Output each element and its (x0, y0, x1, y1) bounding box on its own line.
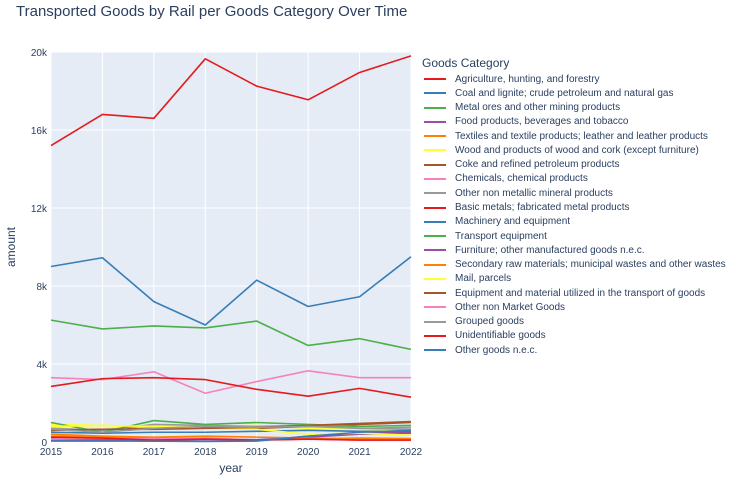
legend-label: Chemicals, chemical products (455, 173, 588, 185)
legend-item[interactable]: Grouped goods (418, 315, 734, 329)
x-tick-label: 2016 (91, 447, 114, 458)
y-tick-label: 16k (31, 126, 48, 137)
legend-swatch (424, 249, 446, 252)
x-tick-label: 2020 (297, 447, 320, 458)
x-tick-label: 2022 (400, 447, 423, 458)
legend-item[interactable]: Secondary raw materials; municipal waste… (418, 257, 734, 271)
series-line-20[interactable] (51, 429, 412, 443)
legend[interactable]: Goods Category Agriculture, hunting, and… (418, 54, 734, 357)
x-axis-label: year (219, 461, 242, 475)
legend-item[interactable]: Other goods n.e.c. (418, 343, 734, 357)
legend-swatch (424, 235, 446, 238)
legend-swatch (424, 306, 446, 309)
legend-swatch (424, 349, 446, 352)
y-tick-label: 8k (36, 282, 48, 293)
y-tick-label: 20k (31, 48, 48, 59)
y-tick-label: 12k (31, 204, 48, 215)
legend-item[interactable]: Chemicals, chemical products (418, 172, 734, 186)
legend-label: Other goods n.e.c. (455, 344, 538, 356)
legend-item[interactable]: Machinery and equipment (418, 215, 734, 229)
legend-label: Transport equipment (455, 230, 547, 242)
plot-area (51, 52, 411, 442)
legend-swatch (424, 149, 446, 152)
x-tick-label: 2018 (194, 447, 217, 458)
series-line-12[interactable] (50, 419, 412, 434)
legend-item[interactable]: Agriculture, hunting, and forestry (418, 72, 734, 86)
series-line-10[interactable] (50, 376, 412, 398)
legend-swatch (424, 78, 446, 81)
legend-item[interactable]: Basic metals; fabricated metal products (418, 200, 734, 214)
legend-label: Textiles and textile products; leather a… (455, 130, 708, 142)
legend-item[interactable]: Coke and refined petroleum products (418, 158, 734, 172)
legend-swatch (424, 177, 446, 180)
y-tick-label: 4k (36, 360, 48, 371)
legend-label: Grouped goods (455, 316, 524, 328)
series-lines (50, 55, 412, 443)
legend-swatch (424, 334, 446, 337)
legend-label: Machinery and equipment (455, 216, 571, 228)
legend-item[interactable]: Wood and products of wood and cork (exce… (418, 143, 734, 157)
legend-title: Goods Category (422, 56, 510, 70)
legend-label: Agriculture, hunting, and forestry (455, 73, 600, 85)
legend-label: Secondary raw materials; municipal waste… (455, 259, 726, 271)
legend-swatch (424, 263, 446, 266)
legend-swatch (424, 320, 446, 323)
legend-swatch (424, 277, 446, 280)
legend-label: Equipment and material utilized in the t… (455, 287, 706, 299)
legend-swatch (424, 192, 446, 195)
series-line-11[interactable] (50, 429, 411, 435)
legend-swatch (424, 135, 446, 138)
legend-item[interactable]: Textiles and textile products; leather a… (418, 129, 734, 143)
legend-swatch (424, 206, 446, 209)
chart-title: Transported Goods by Rail per Goods Cate… (16, 3, 408, 20)
x-tick-label: 2015 (40, 447, 63, 458)
legend-item[interactable]: Food products, beverages and tobacco (418, 115, 734, 129)
legend-label: Coke and refined petroleum products (455, 159, 620, 171)
legend-label: Coal and lignite; crude petroleum and na… (455, 87, 674, 99)
series-line-1[interactable] (50, 55, 412, 147)
series-line-18[interactable] (50, 425, 412, 434)
legend-items: Agriculture, hunting, and forestry Coal a… (418, 72, 734, 357)
legend-swatch (424, 220, 446, 223)
legend-label: Wood and products of wood and cork (exce… (455, 144, 699, 156)
legend-label: Unidentifiable goods (455, 330, 546, 342)
legend-item[interactable]: Coal and lignite; crude petroleum and na… (418, 86, 734, 100)
x-tick-label: 2017 (143, 447, 166, 458)
legend-item[interactable]: Transport equipment (418, 229, 734, 243)
x-tick-labels: 2015 2016 2017 2018 2019 2020 2021 2022 (40, 447, 423, 458)
legend-swatch (424, 92, 446, 95)
y-tick-labels: 0 4k 8k 12k 16k 20k (31, 48, 48, 449)
legend-swatch (424, 120, 446, 123)
legend-item[interactable]: Equipment and material utilized in the t… (418, 286, 734, 300)
y-axis-label: amount (4, 226, 18, 267)
legend-label: Mail, parcels (455, 273, 512, 285)
legend-item[interactable]: Other non metallic mineral products (418, 186, 734, 200)
series-line-2[interactable] (50, 256, 412, 326)
legend-item[interactable]: Other non Market Goods (418, 300, 734, 314)
legend-swatch (424, 292, 446, 295)
series-line-16[interactable] (50, 420, 412, 432)
series-line-14[interactable] (50, 433, 411, 440)
x-tick-label: 2019 (246, 447, 269, 458)
series-line-3[interactable] (50, 319, 412, 351)
legend-item[interactable]: Metal ores and other mining products (418, 101, 734, 115)
legend-label: Other non Market Goods (455, 301, 566, 313)
legend-item[interactable]: Furniture; other manufactured goods n.e.… (418, 243, 734, 257)
legend-item[interactable]: Unidentifiable goods (418, 329, 734, 343)
series-line-19[interactable] (50, 436, 411, 441)
legend-label: Food products, beverages and tobacco (455, 116, 629, 128)
legend-label: Metal ores and other mining products (455, 102, 621, 114)
legend-label: Furniture; other manufactured goods n.e.… (455, 244, 645, 256)
legend-swatch (424, 106, 446, 109)
x-tick-label: 2021 (348, 447, 371, 458)
legend-label: Basic metals; fabricated metal products (455, 202, 630, 214)
y-tick-label: 0 (41, 438, 47, 449)
legend-swatch (424, 163, 446, 166)
legend-item[interactable]: Mail, parcels (418, 272, 734, 286)
legend-label: Other non metallic mineral products (455, 187, 613, 199)
